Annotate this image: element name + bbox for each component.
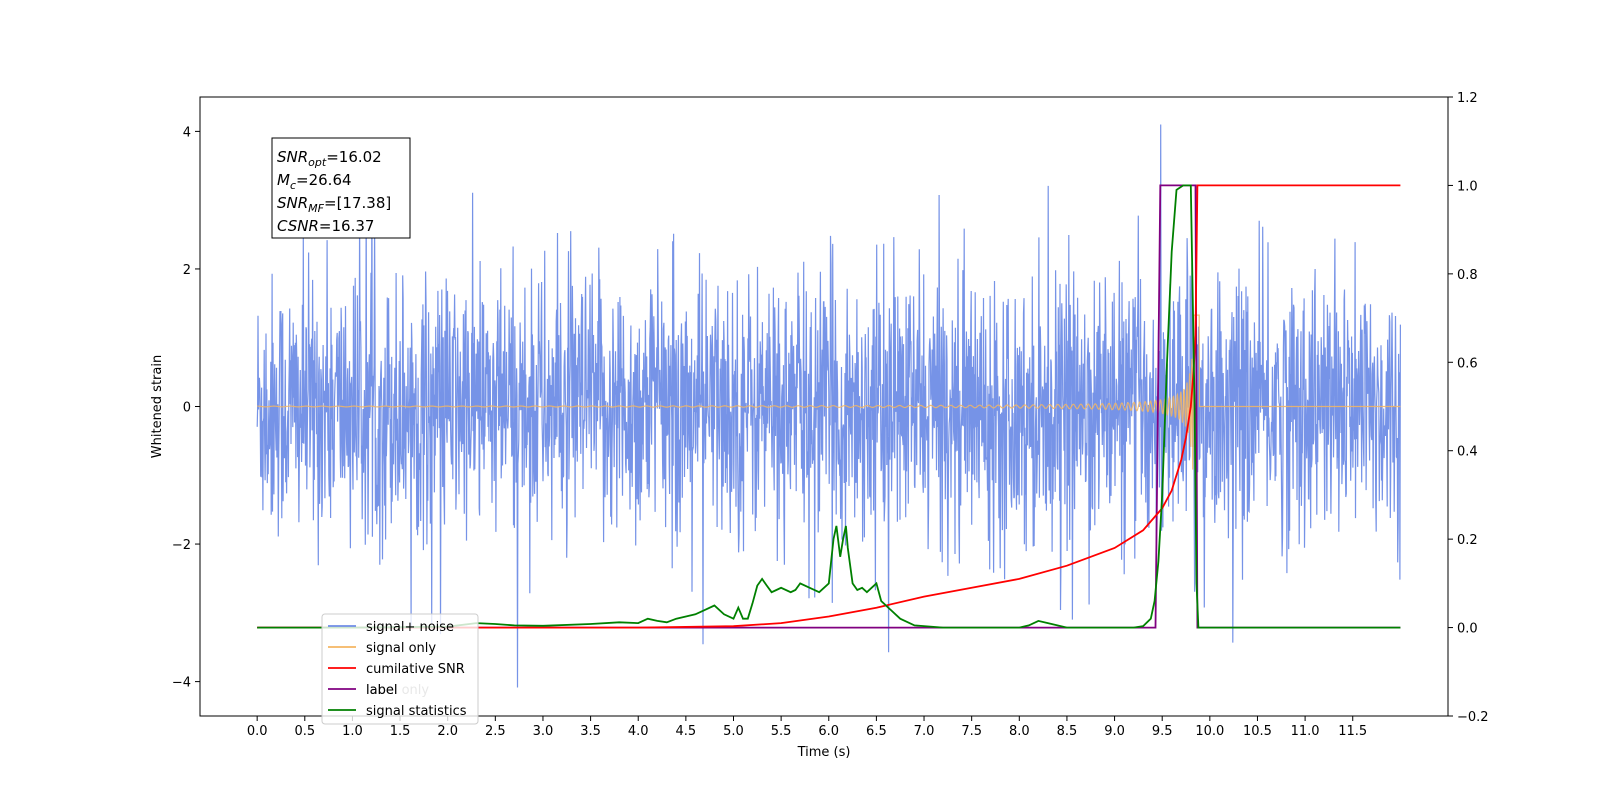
y2-tick-label: −0.2 <box>1457 710 1489 725</box>
x-tick-label: 1.0 <box>342 724 363 739</box>
legend-entry: signal+ noise <box>366 620 454 635</box>
series-line-signal-only <box>257 314 1401 470</box>
annotation-line: CSNR=16.37 <box>277 217 374 235</box>
annotation-subscript: MF <box>308 202 324 215</box>
legend-entry: label <box>366 683 397 698</box>
annotation-frame <box>271 137 411 239</box>
annotation-line: Mc=26.64 <box>277 171 352 192</box>
legend: signal+ noise signal only cumilative SNR la… <box>321 613 479 725</box>
series-line-signal-statistics <box>257 184 1401 629</box>
y-tick-label: −4 <box>172 676 191 691</box>
x-tick-label: 2.0 <box>437 724 458 739</box>
legend-entry-faint: label only <box>366 683 429 698</box>
x-tick-label: 10.0 <box>1195 724 1224 739</box>
x-axis-label: Time (s) <box>797 745 851 760</box>
y2-axis-ticks: −0.2 0.0 0.2 0.4 0.6 0.8 1.0 1.2 <box>1448 91 1489 725</box>
y-tick-label: 2 <box>183 263 191 278</box>
x-tick-label: 3.5 <box>580 724 601 739</box>
x-tick-label: 6.0 <box>818 724 839 739</box>
legend-entry: signal statistics <box>366 704 467 719</box>
annotation-symbol: SNR <box>277 148 308 166</box>
x-tick-label: 5.5 <box>771 724 792 739</box>
x-tick-label: 0.0 <box>247 724 268 739</box>
annotation-value: =[17.38] <box>324 194 391 212</box>
x-tick-label: 7.0 <box>914 724 935 739</box>
annotation-symbol: CSNR <box>277 217 319 235</box>
annotation-line: SNRopt=16.02 <box>277 148 382 169</box>
annotation-subscript: opt <box>308 156 327 169</box>
x-tick-label: 10.5 <box>1243 724 1272 739</box>
legend-entry: label <box>366 683 397 698</box>
x-tick-label: 11.0 <box>1291 724 1320 739</box>
y2-tick-label: 0.0 <box>1457 622 1478 637</box>
legend-entry: cumilative SNR <box>366 662 465 677</box>
x-axis-ticks: 0.0 0.5 1.0 1.5 2.0 2.5 3.0 3.5 4.0 4.5 5.0 5.5 6.0 6… <box>247 716 1367 739</box>
x-tick-label: 0.5 <box>294 724 315 739</box>
annotation-value: =26.64 <box>296 171 352 189</box>
x-tick-label: 4.5 <box>676 724 697 739</box>
x-tick-label: 2.5 <box>485 724 506 739</box>
y-tick-label: −2 <box>172 538 191 553</box>
series-line-cumulative-snr <box>257 184 1401 629</box>
annotation-value: =16.37 <box>319 217 375 235</box>
x-tick-label: 3.0 <box>533 724 554 739</box>
series-line-signal-noise <box>256 124 1401 688</box>
x-tick-label: 4.0 <box>628 724 649 739</box>
y2-tick-label: 0.4 <box>1457 445 1478 460</box>
x-tick-label: 1.5 <box>390 724 411 739</box>
y2-tick-label: 1.0 <box>1457 179 1478 194</box>
annotation-value: =16.02 <box>326 148 382 166</box>
annotation-line: SNRMF=[17.38] <box>277 194 391 215</box>
y2-tick-label: 0.8 <box>1457 268 1478 283</box>
annotation-box: SNRopt=16.02Mc=26.64SNRMF=[17.38]CSNR=16… <box>271 137 411 239</box>
x-tick-label: 7.5 <box>961 724 982 739</box>
y2-tick-label: 0.6 <box>1457 356 1478 371</box>
x-tick-label: 8.5 <box>1057 724 1078 739</box>
x-tick-label: 9.0 <box>1104 724 1125 739</box>
x-tick-label: 5.0 <box>723 724 744 739</box>
y-tick-label: 0 <box>183 401 191 416</box>
x-tick-label: 8.0 <box>1009 724 1030 739</box>
x-tick-label: 11.5 <box>1338 724 1367 739</box>
x-tick-label: 9.5 <box>1152 724 1173 739</box>
y2-tick-label: 1.2 <box>1457 91 1478 106</box>
annotation-symbol: M <box>277 171 290 189</box>
y-axis-label: Whitened strain <box>150 355 165 458</box>
annotation-subscript: c <box>290 179 296 192</box>
series-layer <box>256 124 1401 688</box>
y2-tick-label: 0.2 <box>1457 533 1478 548</box>
y-tick-label: 4 <box>183 125 191 140</box>
y-axis-ticks: −4 −2 0 2 4 <box>172 125 200 691</box>
x-tick-label: 6.5 <box>866 724 887 739</box>
legend-entry: signal only <box>366 641 436 656</box>
legend-frame <box>321 613 479 725</box>
annotation-symbol: SNR <box>277 194 308 212</box>
